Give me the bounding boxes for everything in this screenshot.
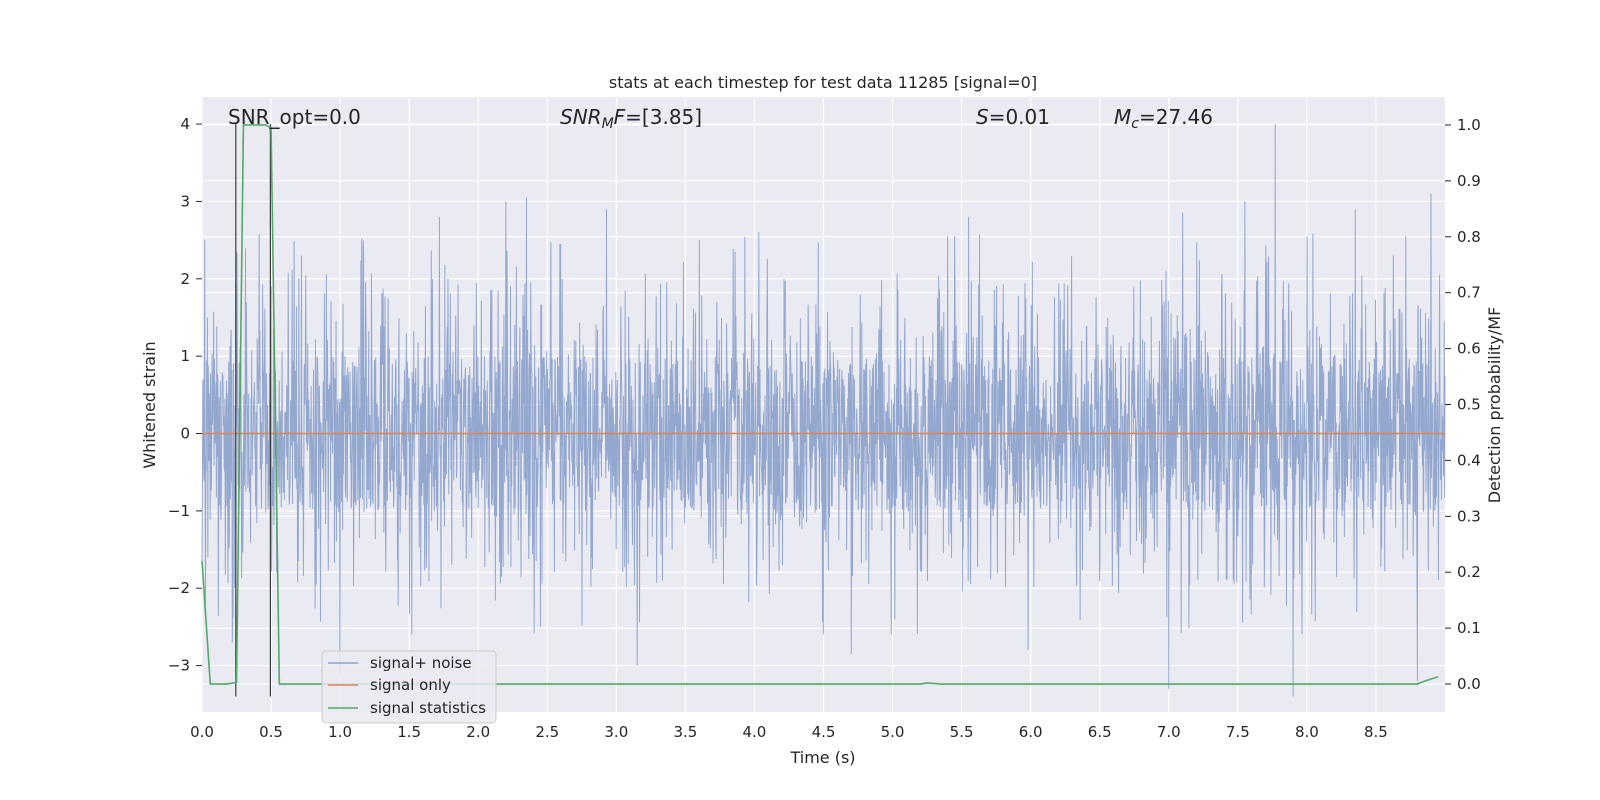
legend-label-signal-statistics: signal statistics xyxy=(370,699,486,717)
y-tick-label-5: 2 xyxy=(180,270,190,288)
mc-main: M xyxy=(1114,105,1131,129)
signal-noise-series xyxy=(201,124,1446,697)
mc-annotation: Mc=27.46 xyxy=(1114,105,1213,132)
y-tick-label-4: 1 xyxy=(180,347,190,365)
s-symbol: S xyxy=(976,105,989,129)
x-tick-label-17: 8.5 xyxy=(1364,723,1388,741)
signal-statistics-line xyxy=(201,124,1439,685)
chart-title: stats at each timestep for test data 112… xyxy=(609,73,1037,92)
y-tick-label-1: −2 xyxy=(168,579,190,597)
x-tick-label-4: 2.0 xyxy=(466,723,490,741)
y2-tick-label-10: 1.0 xyxy=(1457,116,1481,134)
signal-noise-line xyxy=(201,124,1446,697)
x-tick-label-7: 3.5 xyxy=(673,723,697,741)
snr-mf-annotation: SNRMF=[3.85] xyxy=(560,105,702,132)
legend-label-signal-only: signal only xyxy=(370,676,451,694)
mc-value: =27.46 xyxy=(1139,105,1213,129)
s-value: =0.01 xyxy=(989,105,1050,129)
x-tick-label-5: 2.5 xyxy=(535,723,559,741)
x-tick-label-11: 5.5 xyxy=(950,723,974,741)
x-tick-label-6: 3.0 xyxy=(604,723,628,741)
y-tick-label-0: −3 xyxy=(168,657,190,675)
x-tick-label-9: 4.5 xyxy=(812,723,836,741)
x-axis-ticks: 0.0 0.5 1.0 1.5 2.0 2.5 3.0 3.5 4.0 4.5 5.0 5.5 6.0 6… xyxy=(190,723,1388,741)
mc-sub: c xyxy=(1131,116,1139,132)
y2-tick-label-7: 0.7 xyxy=(1457,284,1481,302)
x-tick-label-15: 7.5 xyxy=(1226,723,1250,741)
x-axis-label: Time (s) xyxy=(789,748,855,767)
x-tick-label-3: 1.5 xyxy=(397,723,421,741)
legend-label-signal-noise: signal+ noise xyxy=(370,654,472,672)
y-tick-label-6: 3 xyxy=(180,192,190,210)
snr-opt-annotation: SNR_opt=0.0 xyxy=(228,105,361,129)
y-axis-label: Whitened strain xyxy=(140,341,159,468)
y2-tick-label-5: 0.5 xyxy=(1457,396,1481,414)
y2-tick-label-3: 0.3 xyxy=(1457,507,1481,525)
x-tick-label-2: 1.0 xyxy=(328,723,352,741)
x-tick-label-8: 4.0 xyxy=(743,723,767,741)
y-axis-ticks: −3 −2 −1 0 1 2 3 4 xyxy=(168,115,202,675)
y-tick-label-2: −1 xyxy=(168,502,190,520)
x-tick-label-13: 6.5 xyxy=(1088,723,1112,741)
snr-mf-sub: M xyxy=(602,116,614,132)
signal-statistics-series xyxy=(201,124,1439,685)
y2-tick-label-9: 0.9 xyxy=(1457,172,1481,190)
x-tick-label-16: 8.0 xyxy=(1295,723,1319,741)
x-tick-label-1: 0.5 xyxy=(259,723,283,741)
y-tick-label-3: 0 xyxy=(180,425,190,443)
y2-tick-label-0: 0.0 xyxy=(1457,675,1481,693)
x-tick-label-0: 0.0 xyxy=(190,723,214,741)
snr-mf-main: SNR xyxy=(560,105,602,129)
x-tick-label-14: 7.0 xyxy=(1157,723,1181,741)
y2-tick-label-1: 0.1 xyxy=(1457,619,1481,637)
y2-axis-label: Detection probability/MF xyxy=(1485,307,1504,504)
legend: signal+ noise signal only signal statist… xyxy=(321,650,497,724)
x-tick-label-12: 6.0 xyxy=(1019,723,1043,741)
window-markers xyxy=(235,124,271,697)
snr-mf-rest: F xyxy=(614,105,626,129)
y2-tick-label-8: 0.8 xyxy=(1457,228,1481,246)
y2-tick-label-6: 0.6 xyxy=(1457,340,1481,358)
legend-box xyxy=(321,650,497,724)
y-tick-label-7: 4 xyxy=(180,115,190,133)
snr-mf-value: =[3.85] xyxy=(625,105,702,129)
s-annotation: S=0.01 xyxy=(976,105,1050,129)
y2-tick-label-2: 0.2 xyxy=(1457,563,1481,581)
y2-axis-ticks: 0.0 0.1 0.2 0.3 0.4 0.5 0.6 0.7 0.8 0.9 1.0 xyxy=(1445,116,1481,693)
y2-tick-label-4: 0.4 xyxy=(1457,451,1481,469)
x-tick-label-10: 5.0 xyxy=(881,723,905,741)
